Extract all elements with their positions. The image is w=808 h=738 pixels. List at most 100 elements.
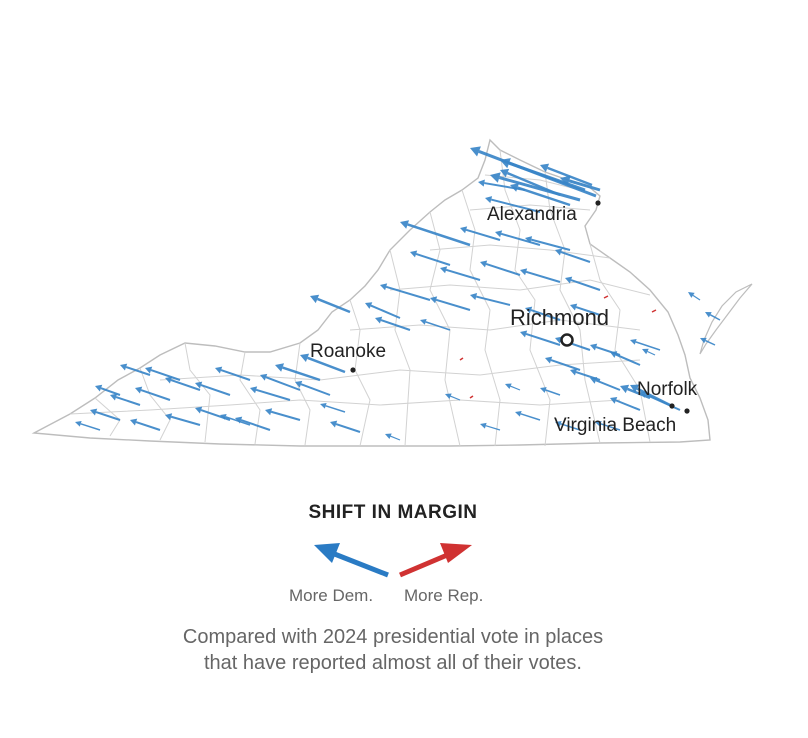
dem-shift-arrow <box>565 276 601 291</box>
dem-shift-arrow <box>640 391 681 411</box>
dem-shift-arrow <box>485 196 541 213</box>
dem-shift-arrow <box>295 380 331 396</box>
richmond-label: Richmond <box>510 305 609 330</box>
dem-shift-arrow <box>610 397 641 411</box>
dem-shift-arrow <box>410 250 451 266</box>
county-border <box>69 399 621 415</box>
county-border <box>239 351 261 445</box>
dem-shift-arrow <box>265 408 301 421</box>
dem-shift-arrow <box>555 420 581 431</box>
dem-shift-arrow <box>540 163 593 187</box>
dem-shift-arrow <box>515 410 541 421</box>
legend-arrows <box>314 543 472 578</box>
dem-shift-arrow <box>610 351 641 366</box>
dem-shift-arrow <box>250 386 291 401</box>
county-border <box>139 367 171 441</box>
virginia-beach-label: Virginia Beach <box>554 415 676 436</box>
richmond-ring <box>560 333 574 347</box>
dem-shift-arrow <box>620 384 651 400</box>
footnote-line-1: Compared with 2024 presidential vote in … <box>182 626 604 648</box>
dem-shift-arrow <box>545 356 581 371</box>
county-border <box>544 171 601 444</box>
rep-shift-arrow <box>603 295 609 299</box>
dem-shift-arrow <box>630 339 661 351</box>
legend-dem-arrow <box>314 543 389 578</box>
dem-shift-arrow <box>555 248 591 263</box>
dem-shift-arrow <box>478 179 526 191</box>
dem-shift-arrow <box>595 420 621 431</box>
dem-shift-arrow <box>560 175 601 192</box>
dem-shift-arrow <box>120 363 151 376</box>
dem-shift-arrow <box>480 260 521 276</box>
dem-shift-arrow <box>500 168 561 197</box>
dem-shift-arrow <box>642 348 656 356</box>
county-border <box>349 319 641 331</box>
dem-shift-arrow <box>385 433 401 441</box>
dem-shift-arrow <box>520 330 561 346</box>
virginia-beach-dot <box>684 408 690 414</box>
county-border <box>469 204 591 211</box>
dem-shift-arrow <box>380 283 431 301</box>
dem-shift-arrow <box>688 292 701 301</box>
dem-shift-arrow <box>400 220 471 247</box>
footnote: Compared with 2024 presidential vote in … <box>0 624 786 676</box>
norfolk-dot <box>669 403 675 409</box>
dem-shift-arrow <box>540 387 561 396</box>
dem-shift-arrow <box>500 158 586 192</box>
dem-shift-arrow <box>145 366 181 381</box>
county-border <box>484 174 581 191</box>
alexandria-label: Alexandria <box>487 204 577 225</box>
county-border <box>159 359 641 381</box>
dem-shift-arrow <box>490 172 581 202</box>
dem-shift-arrow <box>520 268 561 283</box>
dem-shift-arrow <box>365 302 401 319</box>
county-border <box>294 342 311 446</box>
dem-shift-arrow <box>570 303 601 316</box>
dem-shift-arrow <box>480 422 501 431</box>
county-border <box>499 149 551 447</box>
county-border <box>389 279 651 296</box>
dem-shift-arrow <box>165 413 201 426</box>
county-border <box>389 249 411 447</box>
city-markers: Alexandria Richmond Roanoke Norfolk Virg… <box>310 200 698 436</box>
virginia-state-outline <box>31 138 753 447</box>
dem-shift-arrow <box>420 319 451 331</box>
dem-shift-arrow <box>110 393 141 406</box>
rep-shift-arrow <box>459 357 464 361</box>
dem-shift-arrow <box>195 381 231 396</box>
legend-rep-arrow <box>399 543 472 578</box>
county-border <box>429 211 461 447</box>
dem-shift-arrow <box>705 312 721 321</box>
dem-shift-arrow <box>445 393 461 401</box>
county-borders <box>69 149 651 447</box>
virginia-shift-map: Alexandria Richmond Roanoke Norfolk Virg… <box>31 138 753 447</box>
dem-shift-arrow <box>470 293 511 306</box>
dem-shift-arrow <box>505 383 521 391</box>
dem-shift-arrow <box>275 363 321 382</box>
dem-shift-arrow <box>130 418 161 431</box>
dem-shift-arrow <box>590 377 621 391</box>
dem-shift-arrow <box>135 386 171 401</box>
county-border <box>589 243 651 443</box>
dem-shift-arrow <box>310 294 351 314</box>
roanoke-dot <box>350 367 356 373</box>
footnote-line-2: that have reported almost all of their v… <box>204 652 582 674</box>
dem-shift-arrow <box>300 353 346 374</box>
dem-shift-arrow <box>430 296 471 311</box>
dem-shift-arrow <box>330 420 361 433</box>
dem-shift-arrow <box>260 373 301 391</box>
dem-shift-arrow <box>440 266 481 281</box>
shift-arrows <box>75 146 721 441</box>
dem-shift-arrow <box>165 376 201 391</box>
alexandria-dot <box>595 200 601 206</box>
legend-title: SHIFT IN MARGIN <box>308 502 478 523</box>
norfolk-label: Norfolk <box>637 379 698 400</box>
dem-shift-arrow <box>320 402 346 413</box>
rep-shift-arrow <box>469 395 474 399</box>
dem-shift-arrow <box>95 384 121 396</box>
rep-shift-arrow <box>651 309 657 313</box>
roanoke-label: Roanoke <box>310 341 386 362</box>
dem-shift-arrow <box>495 230 541 246</box>
county-border <box>429 244 611 259</box>
legend-dem-label: More Dem. <box>289 586 374 605</box>
